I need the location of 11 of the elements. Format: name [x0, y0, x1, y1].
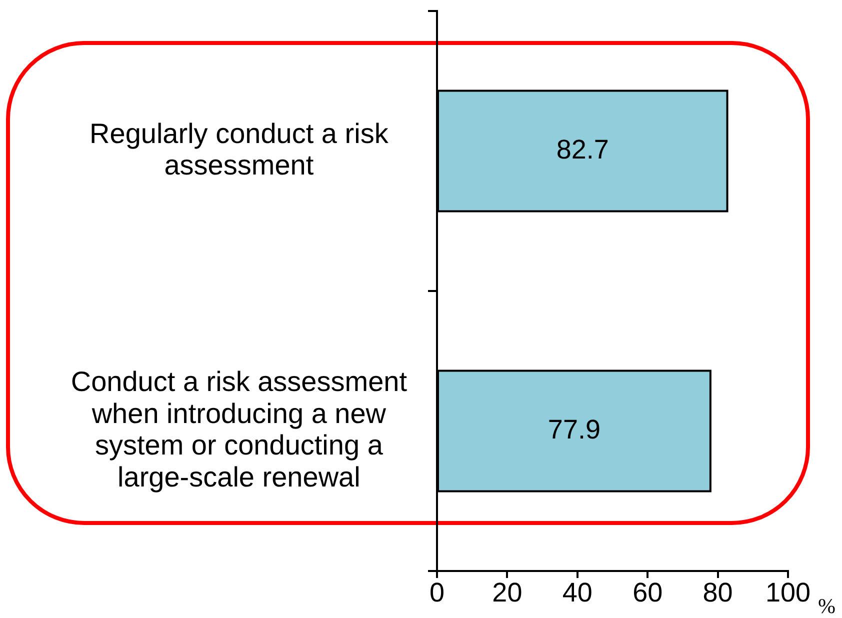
data-label: 77.9	[548, 414, 600, 444]
x-tick-label: 20	[492, 577, 522, 608]
y-tick-label: Regularly conduct a risk assessment	[90, 118, 390, 181]
x-tick-label: 100	[765, 577, 811, 608]
x-tick-label: 40	[562, 577, 592, 608]
x-tick-label: 60	[632, 577, 663, 608]
x-axis-title: %	[818, 594, 836, 618]
x-tick-label: 80	[702, 577, 733, 608]
x-tick-label: 0	[429, 577, 445, 608]
data-label: 82.7	[556, 134, 609, 164]
y-tick-label: Conduct a risk assessment when introducing a new system or conducting a large-scale renewal	[70, 366, 408, 493]
